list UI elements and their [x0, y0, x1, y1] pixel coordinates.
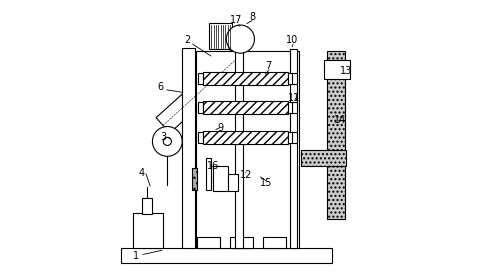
- Bar: [198, 132, 203, 143]
- Bar: [228, 174, 238, 191]
- Bar: [198, 103, 203, 113]
- Text: 6: 6: [158, 82, 164, 92]
- Bar: [230, 237, 252, 248]
- Bar: [324, 60, 350, 79]
- Bar: [288, 103, 293, 113]
- Bar: [121, 248, 332, 263]
- Bar: [292, 103, 297, 113]
- Bar: [327, 51, 344, 218]
- Text: 13: 13: [340, 66, 352, 76]
- Bar: [209, 23, 232, 50]
- Bar: [263, 237, 286, 248]
- Text: 7: 7: [266, 61, 272, 71]
- Bar: [134, 213, 163, 248]
- Circle shape: [226, 25, 254, 53]
- Bar: [213, 166, 228, 191]
- Bar: [292, 132, 297, 143]
- Bar: [196, 51, 299, 248]
- Text: 2: 2: [184, 35, 191, 45]
- Circle shape: [163, 137, 171, 146]
- Bar: [288, 132, 293, 143]
- Text: 1: 1: [133, 251, 139, 261]
- Text: 10: 10: [286, 35, 298, 45]
- Bar: [292, 73, 297, 84]
- Text: 3: 3: [160, 132, 166, 142]
- Bar: [198, 73, 203, 84]
- Bar: [197, 237, 220, 248]
- Bar: [203, 131, 288, 144]
- Text: 15: 15: [260, 178, 272, 188]
- Bar: [142, 198, 153, 215]
- Text: 14: 14: [334, 115, 346, 125]
- Circle shape: [153, 126, 182, 156]
- Text: 9: 9: [217, 123, 223, 133]
- Bar: [288, 73, 293, 84]
- Polygon shape: [156, 42, 254, 133]
- Bar: [192, 168, 197, 190]
- Bar: [301, 150, 346, 166]
- Bar: [182, 48, 195, 248]
- Text: 12: 12: [240, 170, 252, 180]
- Text: 8: 8: [249, 12, 255, 22]
- Bar: [235, 50, 243, 248]
- Bar: [290, 50, 297, 248]
- Bar: [206, 158, 211, 190]
- Text: 11: 11: [288, 93, 301, 103]
- Text: 16: 16: [207, 161, 220, 171]
- Bar: [203, 72, 288, 85]
- Bar: [203, 101, 288, 114]
- Text: 17: 17: [230, 15, 243, 25]
- Text: 4: 4: [139, 168, 145, 178]
